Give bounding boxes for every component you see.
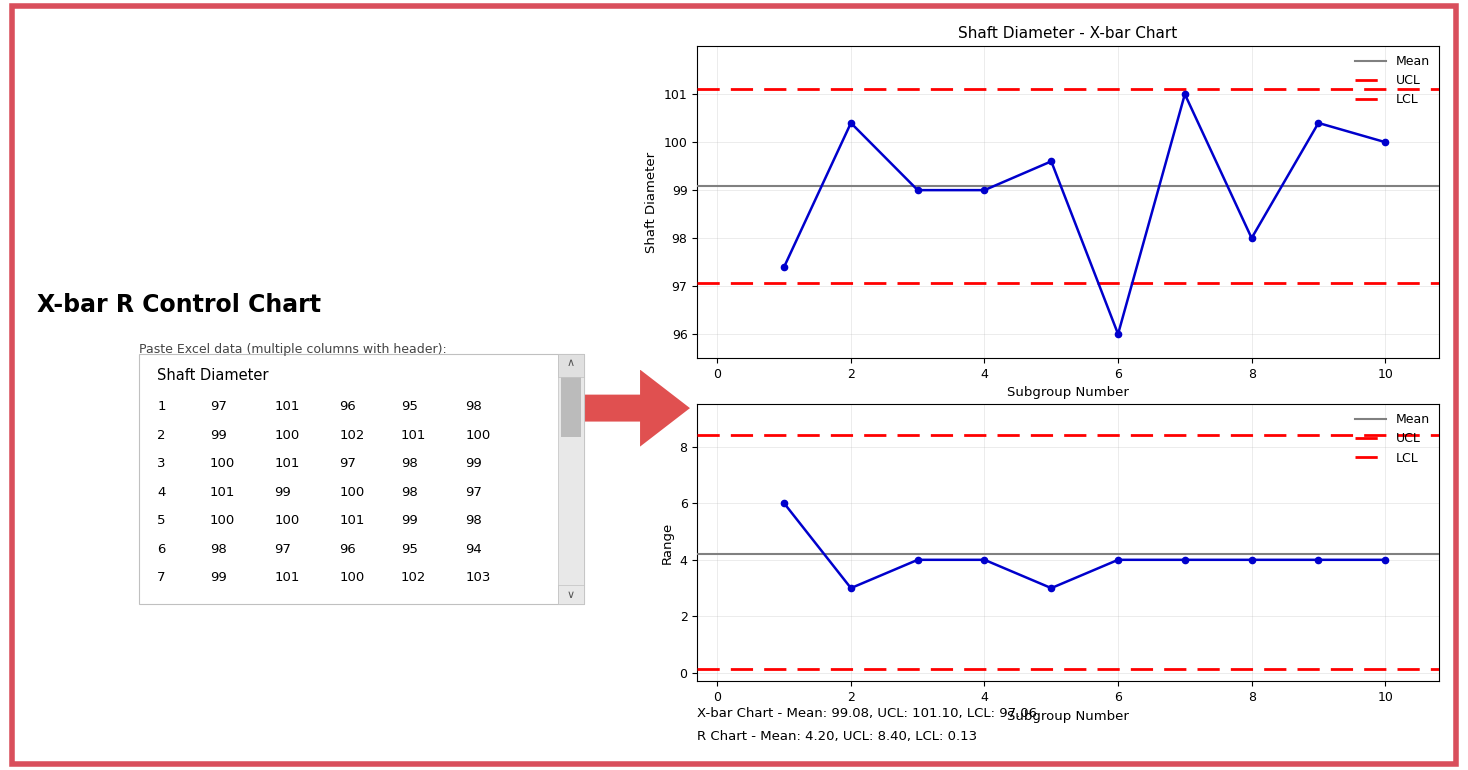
Text: 100: 100: [465, 429, 490, 442]
Text: 99: 99: [210, 429, 226, 442]
Text: 95: 95: [401, 400, 417, 413]
Text: 99: 99: [401, 514, 417, 527]
Legend: Mean, UCL, LCL: Mean, UCL, LCL: [1349, 50, 1434, 112]
Text: 100: 100: [339, 571, 364, 584]
Text: 101: 101: [275, 457, 299, 470]
Text: X-bar R Control Chart: X-bar R Control Chart: [37, 293, 320, 316]
Text: 4: 4: [157, 486, 166, 499]
Text: 97: 97: [210, 400, 226, 413]
Text: 100: 100: [275, 429, 299, 442]
Title: Shaft Diameter - X-bar Chart: Shaft Diameter - X-bar Chart: [959, 26, 1177, 41]
Polygon shape: [565, 370, 690, 447]
Text: 99: 99: [275, 486, 291, 499]
Text: 102: 102: [401, 571, 426, 584]
Text: ∨: ∨: [567, 591, 575, 600]
Text: 98: 98: [465, 514, 482, 527]
Text: 96: 96: [339, 400, 355, 413]
Text: 98: 98: [210, 543, 226, 555]
Text: 96: 96: [339, 543, 355, 555]
Text: 98: 98: [401, 486, 417, 499]
Text: ∧: ∧: [567, 359, 575, 368]
Text: 2: 2: [157, 429, 166, 442]
Text: 5: 5: [157, 514, 166, 527]
Text: 101: 101: [210, 486, 235, 499]
Text: X-bar Chart - Mean: 99.08, UCL: 101.10, LCL: 97.06: X-bar Chart - Mean: 99.08, UCL: 101.10, …: [697, 707, 1038, 720]
Text: R Chart - Mean: 4.20, UCL: 8.40, LCL: 0.13: R Chart - Mean: 4.20, UCL: 8.40, LCL: 0.…: [697, 730, 978, 743]
Text: 101: 101: [275, 400, 299, 413]
Y-axis label: Shaft Diameter: Shaft Diameter: [644, 152, 658, 253]
Text: 97: 97: [275, 543, 291, 555]
Text: 99: 99: [465, 457, 482, 470]
Text: 97: 97: [339, 457, 355, 470]
Text: 100: 100: [275, 514, 299, 527]
Text: 102: 102: [339, 429, 364, 442]
Text: 101: 101: [275, 571, 299, 584]
Text: 100: 100: [339, 486, 364, 499]
Text: Shaft Diameter: Shaft Diameter: [157, 368, 269, 383]
Text: 1: 1: [157, 400, 166, 413]
Text: 7: 7: [157, 571, 166, 584]
Text: 101: 101: [401, 429, 426, 442]
Text: 103: 103: [465, 571, 490, 584]
Text: 94: 94: [465, 543, 482, 555]
Text: 6: 6: [157, 543, 166, 555]
X-axis label: Subgroup Number: Subgroup Number: [1007, 710, 1129, 723]
Text: Paste Excel data (multiple columns with header):: Paste Excel data (multiple columns with …: [139, 343, 448, 356]
Text: 95: 95: [401, 543, 417, 555]
Text: 100: 100: [210, 457, 235, 470]
X-axis label: Subgroup Number: Subgroup Number: [1007, 387, 1129, 400]
Text: 101: 101: [339, 514, 364, 527]
Text: 3: 3: [157, 457, 166, 470]
Legend: Mean, UCL, LCL: Mean, UCL, LCL: [1349, 408, 1434, 470]
Text: 98: 98: [465, 400, 482, 413]
Text: 97: 97: [465, 486, 482, 499]
Text: 99: 99: [210, 571, 226, 584]
Text: 100: 100: [210, 514, 235, 527]
Y-axis label: Range: Range: [661, 522, 674, 564]
Text: 98: 98: [401, 457, 417, 470]
